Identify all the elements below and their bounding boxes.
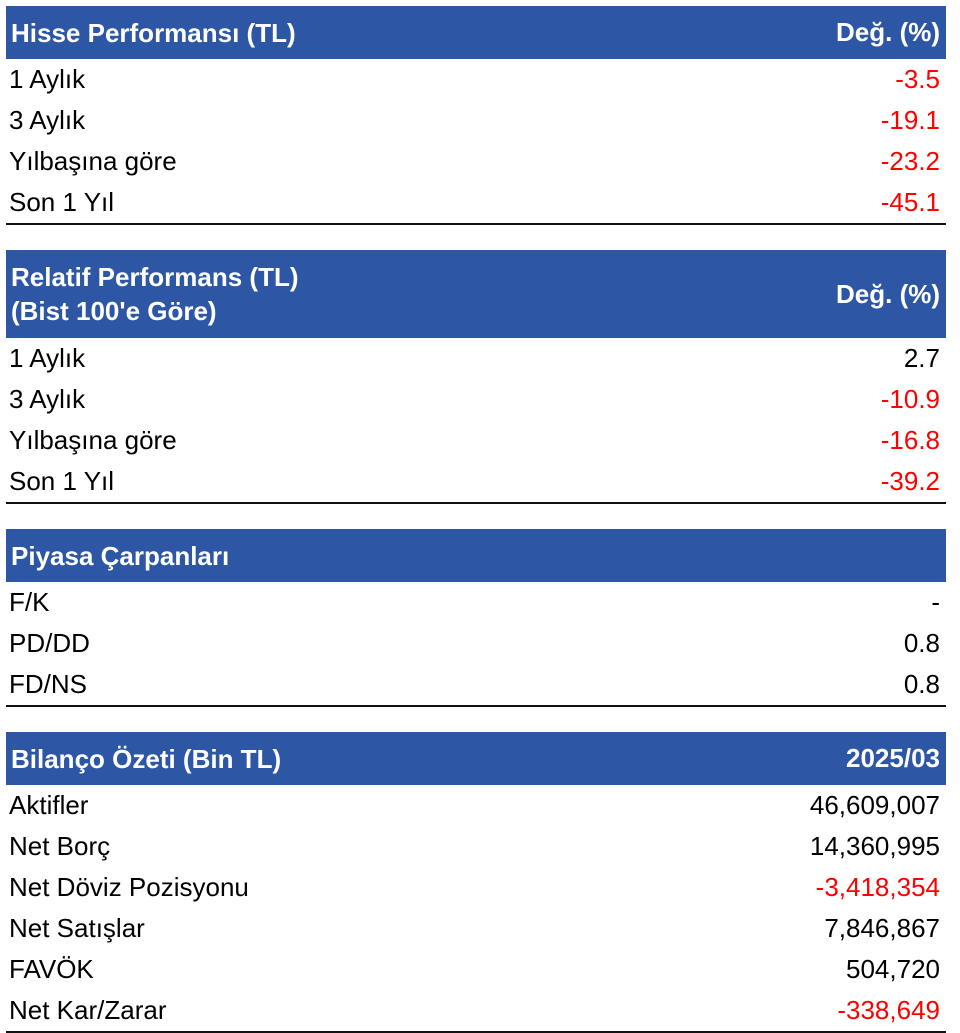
table-title-line: Relatif Performans (TL) [11,262,299,292]
row-label: Son 1 Yıl [9,187,115,217]
table-header: Hisse Performansı (TL) Değ. (%) [6,6,946,59]
balance-summary-table: Bilanço Özeti (Bin TL) 2025/03 Aktifler … [6,732,946,1033]
row-label: FAVÖK [9,954,94,984]
row-value: -3.5 [895,64,940,94]
row-label: 3 Aylık [9,384,86,414]
row-value: -16.8 [880,425,940,455]
table-row: 1 Aylık 2.7 [6,338,946,379]
table-body: 1 Aylık -3.5 3 Aylık -19.1 Yılbaşına gör… [6,59,946,225]
row-label: Net Döviz Pozisyonu [9,872,249,902]
financial-summary: Hisse Performansı (TL) Değ. (%) 1 Aylık … [6,6,946,1033]
row-label: Son 1 Yıl [9,466,115,496]
table-row: 3 Aylık -19.1 [6,100,946,141]
table-row: Yılbaşına göre -23.2 [6,141,946,182]
table-title: Relatif Performans (TL) (Bist 100'e Göre… [11,260,299,328]
table-title: Hisse Performansı (TL) [11,16,296,50]
row-value: 0.8 [903,628,940,658]
row-label: Net Borç [9,831,111,861]
table-title: Bilanço Özeti (Bin TL) [11,742,281,776]
row-value: 46,609,007 [809,790,940,820]
column-label: Değ. (%) [836,17,940,47]
table-row: Net Döviz Pozisyonu -3,418,354 [6,867,946,908]
row-label: F/K [9,587,50,617]
table-row: 1 Aylık -3.5 [6,59,946,100]
row-value: 14,360,995 [809,831,940,861]
row-value: 504,720 [846,954,940,984]
table-row: Net Borç 14,360,995 [6,826,946,867]
row-label: Net Satışlar [9,913,145,943]
row-label: 1 Aylık [9,64,86,94]
table-title-line: Bilanço Özeti (Bin TL) [11,743,282,774]
row-value: 7,846,867 [824,913,940,943]
table-row: FD/NS 0.8 [6,664,946,705]
row-value: - [931,587,940,617]
table-header: Piyasa Çarpanları [6,529,946,582]
table-row: Son 1 Yıl -39.2 [6,461,946,502]
column-label: 2025/03 [846,743,940,773]
column-label: Değ. (%) [836,278,940,309]
row-value: -39.2 [880,466,940,496]
table-row: 3 Aylık -10.9 [6,379,946,420]
table-body: Aktifler 46,609,007 Net Borç 14,360,995 … [6,785,946,1033]
table-row: FAVÖK 504,720 [6,949,946,990]
row-label: FD/NS [9,669,87,699]
row-value: -45.1 [880,187,940,217]
table-header: Relatif Performans (TL) (Bist 100'e Göre… [6,250,946,338]
table-body: 1 Aylık 2.7 3 Aylık -10.9 Yılbaşına göre… [6,338,946,504]
row-label: Aktifler [9,790,89,820]
table-header: Bilanço Özeti (Bin TL) 2025/03 [6,732,946,785]
table-title: Piyasa Çarpanları [11,539,229,573]
table-row: Yılbaşına göre -16.8 [6,420,946,461]
table-title-line: Hisse Performansı (TL) [11,17,296,48]
row-value: -3,418,354 [815,872,940,902]
row-value: -338,649 [837,995,940,1025]
row-value: -23.2 [880,146,940,176]
table-title-line: (Bist 100'e Göre) [11,296,217,326]
table-row: Net Kar/Zarar -338,649 [6,990,946,1031]
table-row: F/K - [6,582,946,623]
table-title-line: Piyasa Çarpanları [11,540,230,571]
row-label: PD/DD [9,628,90,658]
row-label: 3 Aylık [9,105,86,135]
row-value: 2.7 [903,343,940,373]
table-body: F/K - PD/DD 0.8 FD/NS 0.8 [6,582,946,707]
row-label: Yılbaşına göre [9,146,177,176]
row-value: -10.9 [880,384,940,414]
row-label: Net Kar/Zarar [9,995,167,1025]
row-label: 1 Aylık [9,343,86,373]
stock-performance-table: Hisse Performansı (TL) Değ. (%) 1 Aylık … [6,6,946,225]
row-value: 0.8 [903,669,940,699]
table-row: Net Satışlar 7,846,867 [6,908,946,949]
table-row: Son 1 Yıl -45.1 [6,182,946,223]
market-multiples-table: Piyasa Çarpanları F/K - PD/DD 0.8 FD/NS … [6,529,946,707]
row-value: -19.1 [880,105,940,135]
row-label: Yılbaşına göre [9,425,177,455]
table-row: Aktifler 46,609,007 [6,785,946,826]
relative-performance-table: Relatif Performans (TL) (Bist 100'e Göre… [6,250,946,504]
table-row: PD/DD 0.8 [6,623,946,664]
